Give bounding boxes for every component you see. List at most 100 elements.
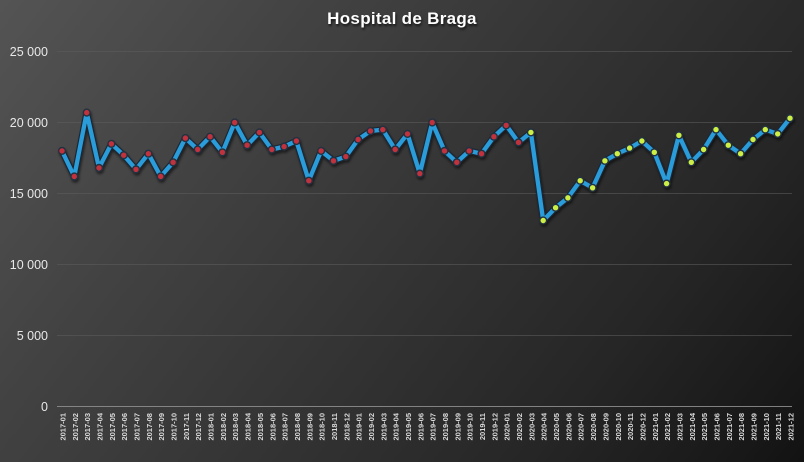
x-tick-label: 2019-05 bbox=[404, 413, 413, 441]
x-tick-label: 2019-02 bbox=[367, 413, 376, 441]
data-point-marker bbox=[637, 136, 647, 146]
data-point-marker bbox=[329, 156, 338, 165]
x-tick-label: 2019-06 bbox=[416, 413, 425, 441]
data-point-marker bbox=[699, 145, 708, 154]
data-point-marker bbox=[280, 142, 289, 151]
data-point-marker bbox=[761, 125, 770, 134]
x-tick-label: 2021-10 bbox=[762, 413, 771, 441]
x-tick-label: 2021-03 bbox=[675, 413, 684, 441]
data-point-marker bbox=[243, 141, 252, 150]
x-tick-label: 2018-03 bbox=[231, 413, 240, 441]
x-tick-label: 2017-11 bbox=[182, 413, 191, 440]
x-tick-label: 2018-07 bbox=[281, 413, 290, 441]
x-tick-label: 2018-01 bbox=[207, 413, 216, 441]
data-point-marker bbox=[785, 114, 795, 123]
data-point-marker bbox=[230, 118, 239, 127]
x-tick-label: 2021-07 bbox=[725, 413, 734, 441]
x-tick-label: 2019-09 bbox=[453, 413, 462, 441]
x-tick-label: 2019-03 bbox=[379, 413, 388, 441]
data-point-marker bbox=[576, 176, 585, 185]
data-point-marker bbox=[724, 141, 733, 150]
x-tick-label: 2017-02 bbox=[71, 413, 80, 441]
data-point-marker bbox=[526, 128, 536, 137]
data-point-marker bbox=[625, 144, 634, 153]
x-tick-label: 2020-03 bbox=[527, 413, 536, 441]
data-point-marker bbox=[502, 121, 511, 130]
data-point-marker bbox=[489, 132, 499, 141]
y-tick-label: 25 000 bbox=[10, 45, 48, 59]
data-point-marker bbox=[563, 193, 573, 202]
data-point-marker bbox=[341, 152, 350, 161]
x-tick-label: 2018-06 bbox=[268, 413, 277, 441]
x-tick-label: 2021-11 bbox=[774, 413, 783, 440]
data-point-marker bbox=[193, 145, 202, 154]
x-tick-label: 2020-06 bbox=[564, 413, 573, 441]
x-tick-label: 2017-04 bbox=[96, 412, 105, 440]
x-tick-label: 2019-10 bbox=[466, 413, 475, 441]
data-point-marker bbox=[304, 176, 313, 185]
data-point-marker bbox=[465, 146, 474, 156]
data-point-marker bbox=[131, 165, 141, 174]
x-tick-label: 2017-06 bbox=[120, 413, 129, 441]
data-point-marker bbox=[588, 183, 597, 192]
x-tick-label: 2021-12 bbox=[787, 413, 796, 441]
x-tick-label: 2019-12 bbox=[490, 413, 499, 441]
x-tick-label: 2020-05 bbox=[552, 413, 561, 441]
x-tick-label: 2017-08 bbox=[145, 413, 154, 441]
data-point-marker bbox=[650, 148, 659, 157]
x-tick-label: 2021-01 bbox=[651, 413, 660, 441]
data-point-marker bbox=[773, 129, 782, 139]
data-point-marker bbox=[477, 149, 486, 158]
data-point-marker bbox=[144, 149, 153, 158]
x-tick-label: 2021-08 bbox=[737, 413, 746, 441]
data-point-marker bbox=[403, 129, 412, 139]
data-point-marker bbox=[354, 135, 363, 144]
data-point-marker bbox=[600, 156, 610, 165]
x-tick-label: 2017-03 bbox=[83, 413, 92, 441]
x-tick-label: 2017-07 bbox=[133, 413, 142, 441]
data-point-marker bbox=[57, 146, 67, 156]
x-tick-label: 2020-09 bbox=[601, 413, 610, 441]
y-tick-label: 20 000 bbox=[10, 116, 48, 130]
data-point-marker bbox=[181, 134, 190, 143]
chart-title: Hospital de Braga bbox=[327, 9, 477, 28]
data-point-marker bbox=[206, 132, 215, 141]
data-point-marker bbox=[292, 136, 301, 146]
data-point-marker bbox=[267, 145, 276, 154]
data-point-marker bbox=[119, 151, 128, 160]
y-tick-label: 10 000 bbox=[10, 258, 48, 272]
data-point-marker bbox=[255, 128, 264, 137]
x-tick-label: 2019-04 bbox=[392, 412, 401, 440]
x-tick-label: 2020-07 bbox=[577, 413, 586, 441]
x-tick-label: 2020-10 bbox=[614, 413, 623, 441]
x-tick-label: 2018-12 bbox=[342, 413, 351, 441]
x-tick-label: 2021-04 bbox=[688, 412, 697, 440]
x-tick-label: 2017-10 bbox=[170, 413, 179, 441]
data-point-marker bbox=[551, 203, 560, 212]
data-point-marker bbox=[415, 169, 424, 178]
data-point-marker bbox=[378, 125, 387, 134]
x-tick-label: 2018-04 bbox=[244, 412, 253, 440]
y-tick-label: 0 bbox=[41, 400, 48, 414]
y-tick-label: 15 000 bbox=[10, 187, 48, 201]
data-point-marker bbox=[107, 139, 116, 148]
data-point-marker bbox=[218, 148, 227, 157]
x-tick-label: 2020-11 bbox=[626, 413, 635, 440]
x-tick-label: 2017-01 bbox=[59, 413, 68, 441]
data-point-marker bbox=[539, 216, 548, 225]
data-point-marker bbox=[662, 179, 671, 188]
series-line bbox=[59, 110, 793, 223]
x-tick-label: 2020-08 bbox=[589, 413, 598, 441]
data-point-marker bbox=[514, 138, 523, 147]
data-point-marker bbox=[82, 108, 91, 117]
x-tick-label: 2018-02 bbox=[219, 413, 228, 441]
x-tick-label: 2020-04 bbox=[540, 412, 549, 440]
series-group bbox=[57, 108, 795, 225]
data-point-marker bbox=[711, 125, 721, 134]
x-tick-label: 2019-01 bbox=[355, 413, 364, 441]
x-tick-label: 2019-11 bbox=[478, 413, 487, 440]
x-tick-label: 2018-11 bbox=[330, 413, 339, 440]
data-point-marker bbox=[674, 131, 684, 140]
